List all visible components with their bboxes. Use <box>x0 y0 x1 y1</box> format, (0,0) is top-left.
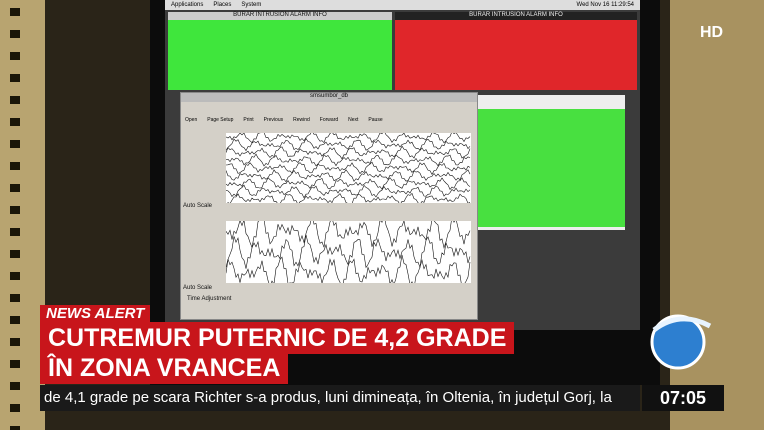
rack-hole <box>10 272 20 280</box>
toolbar-button[interactable]: Next <box>348 117 359 123</box>
rack-hole <box>10 140 20 148</box>
alarm-window: BURAR INTRUSION ALARM INFO <box>395 12 637 90</box>
rack-hole <box>10 426 20 430</box>
toolbar-button[interactable]: Open <box>185 117 198 123</box>
rack-hole <box>10 404 20 412</box>
menu-bar: Applications Places System Wed Nov 16 11… <box>165 0 640 10</box>
seismic-trace <box>225 192 471 206</box>
menu-item[interactable]: System <box>241 2 262 8</box>
rack-hole <box>10 338 20 346</box>
rack-hole <box>10 228 20 236</box>
rack-hole <box>10 316 20 324</box>
toolbar-button[interactable]: Rewind <box>293 117 310 123</box>
headline: ÎN ZONA VRANCEA <box>40 352 289 384</box>
window-title: BURAR INTRUSION ALARM INFO <box>168 12 392 20</box>
seismic-trace <box>225 145 471 160</box>
trace-panel <box>225 213 471 291</box>
seismic-trace <box>225 177 471 190</box>
seismic-trace <box>225 234 471 269</box>
seismic-trace <box>225 213 471 249</box>
rack-hole <box>10 206 20 214</box>
station-table <box>477 95 625 230</box>
menu-item[interactable]: Applications <box>171 2 204 8</box>
rack-hole <box>10 96 20 104</box>
toolbar-button[interactable]: Print <box>243 117 254 123</box>
viewer-window: smsumbor_db Open Page Setup Print Previous R… <box>180 92 478 320</box>
rack-hole <box>10 118 20 126</box>
menu-item[interactable]: Places <box>213 2 232 8</box>
table-rows <box>477 109 625 227</box>
rack-hole <box>10 184 20 192</box>
clock: Wed Nov 16 11:29:54 <box>576 2 634 8</box>
alarm-window: BURAR INTRUSION ALARM INFO <box>168 12 392 90</box>
seismic-trace <box>225 161 471 176</box>
ticker: de 4,1 grade pe scara Richter s-a produs… <box>40 385 640 411</box>
seismic-trace <box>225 254 471 291</box>
channel-logo <box>650 314 712 370</box>
seismic-trace <box>225 169 471 183</box>
rack-hole <box>10 30 20 38</box>
toolbar-button[interactable]: Forward <box>319 117 339 123</box>
rack-hole <box>10 52 20 60</box>
waveforms <box>225 213 471 291</box>
seismic-trace <box>225 184 471 199</box>
button[interactable]: Auto Scale <box>183 285 213 291</box>
seismic-trace <box>225 130 471 144</box>
rack-left <box>0 0 45 430</box>
toolbar: Open Page Setup Print Previous Rewind Forward… <box>185 107 475 125</box>
rack-hole <box>10 250 20 258</box>
rack-hole <box>10 162 20 170</box>
channel-badge: HD <box>700 24 724 41</box>
button[interactable]: Auto Scale <box>183 203 213 209</box>
rack-hole <box>10 74 20 82</box>
rack-hole <box>10 382 20 390</box>
window-title: smsumbor_db <box>181 93 477 102</box>
logo-globe <box>650 314 706 370</box>
seismic-trace <box>225 153 471 167</box>
rack-hole <box>10 360 20 368</box>
waveforms <box>225 130 471 206</box>
toolbar-button[interactable]: Page Setup <box>207 117 234 123</box>
seismic-trace <box>225 137 471 152</box>
headline: CUTREMUR PUTERNIC DE 4,2 GRADE <box>40 322 515 354</box>
toolbar-button[interactable]: Pause <box>368 117 383 123</box>
toolbar-button[interactable]: Previous <box>263 117 284 123</box>
section-label: Time Adjustment <box>187 296 232 302</box>
rack-hole <box>10 294 20 302</box>
rack-hole <box>10 8 20 16</box>
clock: 07:05 <box>642 385 724 411</box>
screen: Applications Places System Wed Nov 16 11… <box>165 0 640 330</box>
news-tag: NEWS ALERT <box>40 305 151 323</box>
logo-swoosh <box>652 316 712 333</box>
trace-panel <box>225 130 471 206</box>
window-title: BURAR INTRUSION ALARM INFO <box>395 12 637 20</box>
